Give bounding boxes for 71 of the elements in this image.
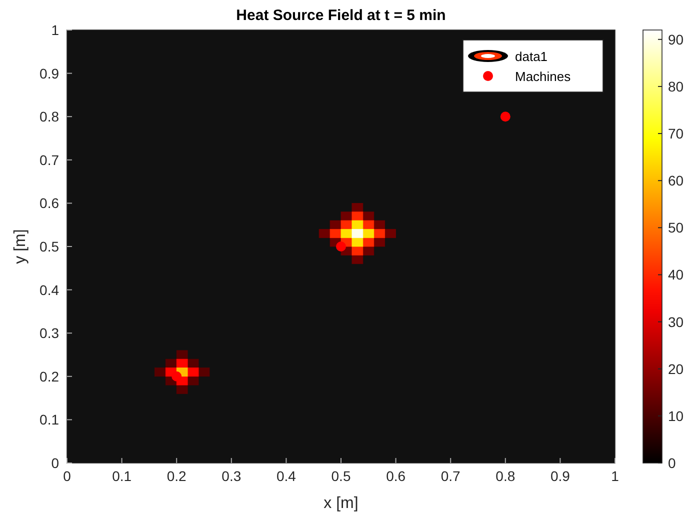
point [352,220,364,230]
point [352,228,364,238]
y-tick-label: 0.3 [40,325,60,342]
x-tick-label: 0.1 [112,468,132,484]
y-tick-label: 0.9 [40,65,60,82]
legend-label: Machines [515,69,572,84]
point [172,371,182,382]
color-bar-label: 30 [668,314,684,330]
y-tick-label: 0.7 [40,152,60,168]
point [362,220,374,230]
x-tick-label: 0.6 [386,468,406,484]
point [384,228,396,238]
point [352,203,364,212]
x-axis-title: x [m] [324,495,358,512]
y-tick-label: 0.8 [40,108,60,125]
point [176,350,188,360]
y-tick-label: 0.6 [40,195,60,212]
point [362,238,374,247]
point [330,228,342,238]
point [352,212,364,221]
y-tick-label: 0.4 [40,282,60,298]
legend-label: data1 [515,49,548,64]
color-bar-label: 20 [668,360,684,377]
point [362,228,374,238]
point [154,368,166,377]
point [352,246,364,256]
y-tick-label: 0 [51,455,60,471]
x-tick-label: 0.7 [440,468,461,484]
color-bar-label: 0 [668,455,676,471]
point [318,228,330,238]
point [374,238,386,247]
point [198,368,210,377]
x-tick-label: 0.4 [276,468,296,484]
color-bar-label: 40 [668,266,684,283]
x-tick-label: 0 [63,468,72,484]
point [340,220,352,230]
color-bar-label: 80 [668,78,684,94]
x-tick-label: 1 [611,468,620,484]
point [336,242,346,252]
point [187,358,199,368]
point [374,228,386,238]
point [176,384,188,394]
y-tick-label: 0.5 [40,238,60,254]
chart-title: Heat Source Field at t = 5 min [236,7,446,24]
point [362,246,374,256]
color-bar-label: 10 [668,408,684,424]
y-tick-label: 0.1 [40,412,60,428]
x-tick-label: 0.3 [222,468,242,484]
color-bar-label: 60 [668,172,684,189]
x-tick-label: 0.2 [166,468,187,484]
point [340,228,352,238]
color-bar-label: 90 [668,31,684,48]
point [362,212,374,221]
point [352,238,364,247]
y-axis-title: y [m] [12,229,29,264]
point [500,112,510,122]
color-bar-label: 50 [668,220,684,236]
point [165,358,177,368]
point [330,220,342,230]
point [340,212,352,221]
x-tick-label: 0.8 [496,468,516,484]
point [187,368,199,377]
point [176,358,188,368]
y-tick-label: 0.2 [40,368,60,384]
point [374,220,386,230]
point [352,254,364,264]
y-tick-label: 1 [51,22,60,38]
x-tick-label: 0.5 [331,468,351,484]
point [187,376,199,386]
color-bar-label: 70 [668,126,684,142]
x-tick-label: 0.9 [550,468,570,484]
